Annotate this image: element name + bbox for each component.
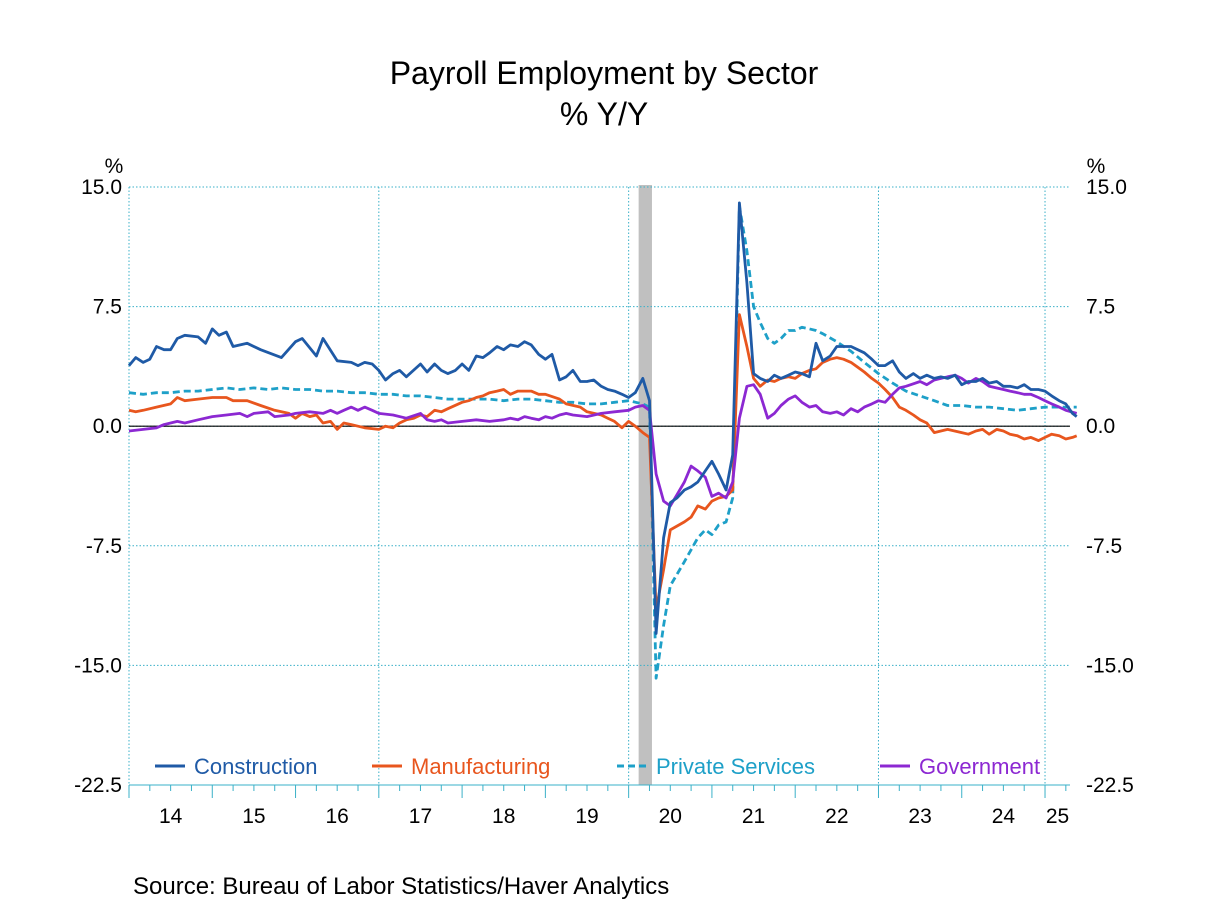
legend-label: Private Services	[656, 754, 815, 779]
x-tick-label: 18	[492, 805, 515, 828]
legend-label: Government	[919, 754, 1040, 779]
y-tick-label-right: -15.0	[1086, 654, 1134, 677]
y-tick-label-right: -22.5	[1086, 774, 1134, 797]
series-lines	[127, 201, 1078, 680]
recession-band-layer	[638, 185, 652, 785]
y-tick-label-right: 15.0	[1086, 176, 1127, 199]
y-tick-label-right: 0.0	[1086, 415, 1115, 438]
gridlines	[128, 186, 1070, 785]
x-tick-label: 17	[409, 805, 432, 828]
y-tick-label-left: -15.0	[74, 654, 122, 677]
x-tick-label: 24	[992, 805, 1016, 828]
x-tick-label: 15	[242, 805, 265, 828]
source-note: Source: Bureau of Labor Statistics/Haver…	[133, 873, 669, 900]
recession-band	[638, 185, 652, 785]
x-tick-label: 16	[326, 805, 349, 828]
legend-label: Manufacturing	[411, 754, 550, 779]
chart-title: Payroll Employment by Sector	[390, 55, 819, 91]
x-tick-label: 25	[1046, 805, 1069, 828]
x-tick-label: 20	[659, 805, 682, 828]
x-tick-label: 21	[742, 805, 765, 828]
y-tick-label-left: 0.0	[93, 415, 122, 438]
y-tick-label-right: -7.5	[1086, 535, 1122, 558]
x-tick-label: 22	[825, 805, 848, 828]
x-tick-label: 23	[908, 805, 931, 828]
y-tick-label-left: -22.5	[74, 774, 122, 797]
axes: 15.0 15.0 7.5 7.5 0.0 0.0 -7.5 -7.5 -15.0 -15.0 -2…	[74, 176, 1134, 828]
y-tick-label-left: 15.0	[81, 176, 122, 199]
chart-subtitle: % Y/Y	[560, 96, 648, 132]
x-tick-label: 14	[159, 805, 183, 828]
y-tick-label-right: 7.5	[1086, 296, 1115, 319]
x-tick-label: 19	[575, 805, 598, 828]
y-tick-label-left: -7.5	[86, 535, 122, 558]
legend: Construction Manufacturing Private Service…	[155, 754, 1040, 779]
series-line-manufacturing	[128, 313, 1078, 611]
series-line-construction	[127, 201, 1078, 635]
legend-label: Construction	[194, 754, 318, 779]
series-line-private-services	[128, 204, 1077, 680]
y-axis-unit-right: %	[1087, 155, 1106, 178]
series-line-government	[128, 373, 1078, 508]
y-tick-label-left: 7.5	[93, 296, 122, 319]
y-axis-unit-left: %	[105, 155, 124, 178]
